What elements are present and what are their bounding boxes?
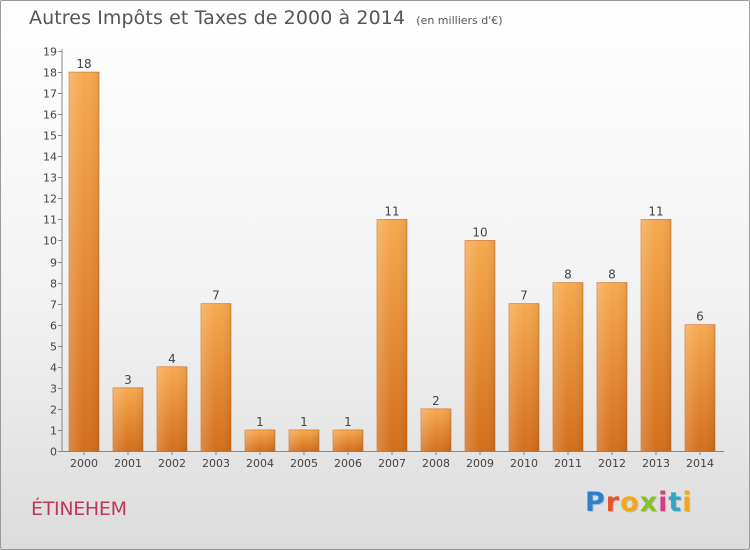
brand-letter: i	[658, 487, 669, 518]
brand-letter: x	[639, 487, 659, 518]
x-tick-label: 2012	[598, 457, 626, 470]
bar-highlight	[333, 429, 363, 451]
bar-highlight	[377, 219, 407, 451]
bar-value-label: 6	[696, 310, 704, 324]
y-tick-label: 1	[50, 425, 57, 438]
x-tick-label: 2013	[642, 457, 670, 470]
bar-value-label: 18	[76, 57, 91, 71]
x-tick-label: 2003	[202, 457, 230, 470]
brand-letter: P	[585, 487, 606, 518]
brand-letter: r	[605, 487, 621, 518]
bar-highlight	[509, 303, 539, 451]
bar-highlight	[641, 219, 671, 451]
labels: 0123456789101112131415161718191820003200…	[43, 46, 714, 471]
bar-highlight	[421, 408, 451, 451]
x-tick-label: 2005	[290, 457, 318, 470]
bar-value-label: 7	[520, 289, 528, 303]
bar-highlight	[113, 387, 143, 451]
y-tick-label: 13	[43, 172, 57, 185]
x-tick-label: 2001	[114, 457, 142, 470]
y-tick-label: 17	[43, 88, 57, 101]
y-tick-label: 5	[50, 341, 57, 354]
y-tick-label: 11	[43, 214, 57, 227]
y-tick-label: 12	[43, 193, 57, 206]
chart-title: Autres Impôts et Taxes de 2000 à 2014	[29, 7, 406, 29]
x-tick-label: 2010	[510, 457, 538, 470]
y-tick-label: 0	[50, 446, 57, 459]
bars	[68, 71, 716, 452]
bar-highlight	[553, 282, 583, 451]
x-tick-label: 2011	[554, 457, 582, 470]
brand-logo: Proxiti	[585, 487, 693, 518]
bar-highlight	[201, 303, 231, 451]
x-tick-label: 2006	[334, 457, 362, 470]
y-tick-label: 16	[43, 109, 57, 122]
y-tick-label: 10	[43, 235, 57, 248]
x-tick-label: 2007	[378, 457, 406, 470]
y-tick-label: 8	[50, 278, 57, 291]
bar-value-label: 2	[432, 394, 440, 408]
y-tick-label: 6	[50, 320, 57, 333]
bar-value-label: 11	[648, 204, 663, 218]
x-tick-label: 2004	[246, 457, 274, 470]
bar-value-label: 11	[384, 204, 399, 218]
title-row: Autres Impôts et Taxes de 2000 à 2014 (e…	[29, 7, 503, 29]
axes	[58, 49, 724, 455]
y-tick-label: 15	[43, 130, 57, 143]
bar-value-label: 10	[472, 225, 487, 239]
x-tick-label: 2000	[70, 457, 98, 470]
bar-highlight	[465, 240, 495, 451]
chart-subtitle: (en milliers d'€)	[416, 14, 503, 27]
x-tick-label: 2002	[158, 457, 186, 470]
bar-value-label: 4	[168, 352, 176, 366]
y-tick-label: 2	[50, 404, 57, 417]
bar-value-label: 1	[300, 415, 308, 429]
commune-name: ÉTINEHEM	[31, 498, 127, 520]
bar-highlight	[597, 282, 627, 451]
y-tick-label: 7	[50, 299, 57, 312]
x-tick-label: 2014	[686, 457, 714, 470]
bar-highlight	[289, 429, 319, 451]
brand-letter: i	[682, 487, 693, 518]
y-tick-label: 3	[50, 383, 57, 396]
bar-value-label: 3	[124, 373, 132, 387]
bar-highlight	[69, 72, 99, 451]
y-tick-label: 4	[50, 362, 57, 375]
brand-letter: t	[668, 487, 683, 518]
bar-value-label: 1	[256, 415, 264, 429]
y-tick-label: 18	[43, 67, 57, 80]
bar-value-label: 8	[564, 268, 572, 282]
bar-value-label: 8	[608, 268, 616, 282]
y-tick-label: 14	[43, 151, 57, 164]
y-tick-label: 9	[50, 257, 57, 270]
bar-highlight	[685, 324, 715, 451]
bar-value-label: 7	[212, 289, 220, 303]
y-tick-label: 19	[43, 46, 57, 59]
bar-highlight	[157, 366, 187, 451]
brand-letter: o	[620, 487, 640, 518]
bar-highlight	[245, 429, 275, 451]
x-tick-label: 2008	[422, 457, 450, 470]
bar-value-label: 1	[344, 415, 352, 429]
x-tick-label: 2009	[466, 457, 494, 470]
